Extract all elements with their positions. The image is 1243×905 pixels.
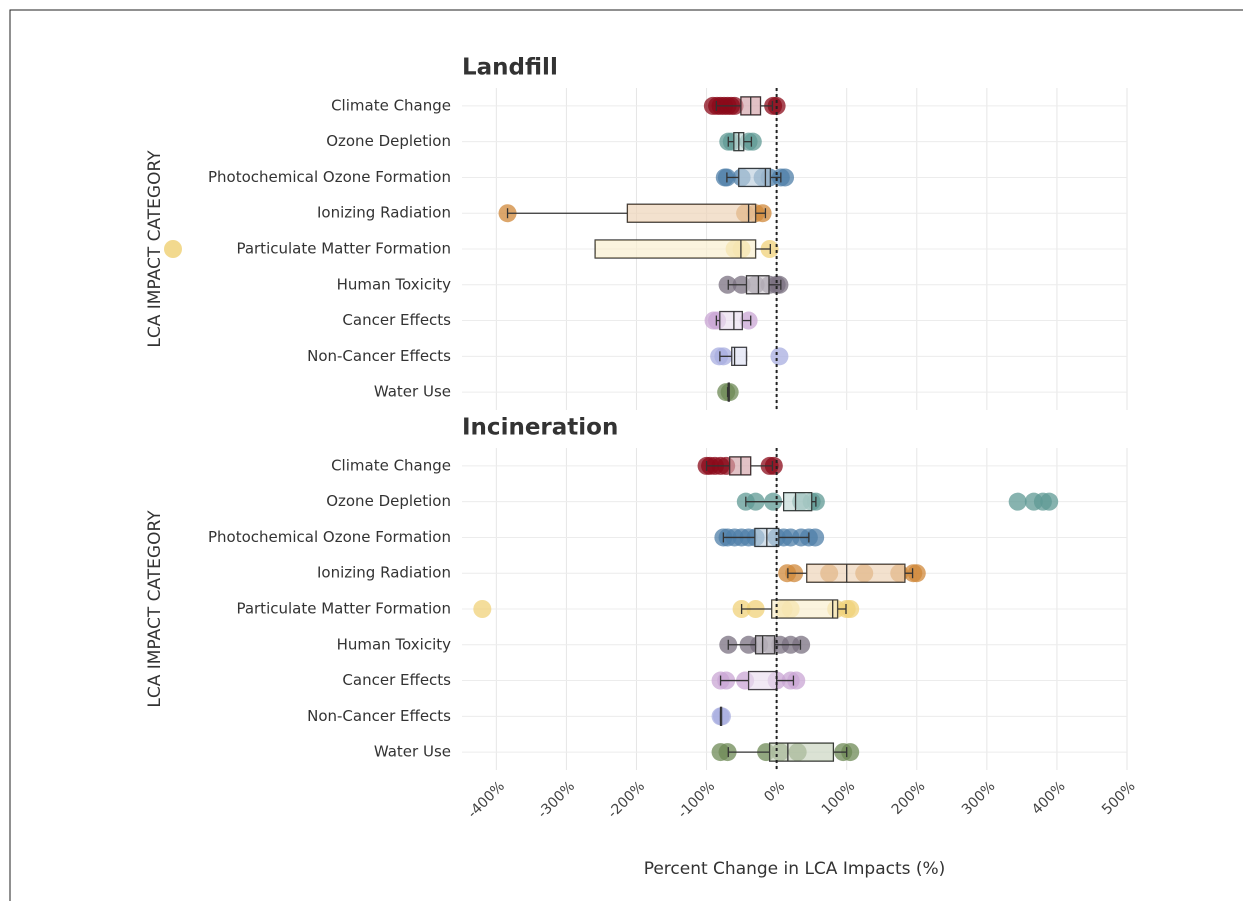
box-tint (769, 743, 834, 762)
box-tint (783, 492, 812, 511)
point (718, 743, 737, 762)
panel-title: Incineration (462, 415, 618, 441)
box-tint (729, 456, 751, 475)
box (754, 635, 776, 655)
point (743, 132, 762, 151)
x-tick-label: 400% (1029, 778, 1069, 818)
y-axis-label: LCA IMPACT CATEGORY (145, 510, 165, 708)
point (792, 635, 811, 654)
category-label: Non-Cancer Effects (307, 347, 451, 365)
point (1040, 492, 1059, 511)
box (806, 563, 906, 583)
x-tick-label: -200% (605, 778, 648, 821)
box-tint (738, 168, 771, 187)
category-label: Water Use (374, 383, 451, 401)
box-tint (748, 671, 777, 690)
x-tick-label: -400% (465, 778, 508, 821)
category-label: Cancer Effects (342, 311, 451, 329)
category-label: Particulate Matter Formation (236, 600, 451, 618)
point (770, 347, 789, 366)
box-tint (806, 564, 905, 583)
category-label: Particulate Matter Formation (236, 240, 451, 258)
x-axis-label: Percent Change in LCA Impacts (%) (644, 859, 946, 879)
category-label: Cancer Effects (342, 671, 451, 689)
x-tick-label: -100% (675, 778, 718, 821)
y-axis-label: LCA IMPACT CATEGORY (145, 150, 165, 348)
legend-key (164, 240, 182, 258)
box (729, 456, 752, 476)
box-tint (755, 635, 775, 654)
box-tint (595, 240, 756, 258)
category-label: Ozone Depletion (326, 492, 451, 510)
point (806, 528, 825, 547)
point (1008, 492, 1027, 511)
point (841, 743, 860, 762)
category-label: Ozone Depletion (326, 132, 451, 150)
category-label: Photochemical Ozone Formation (208, 168, 451, 186)
category-label: Water Use (374, 743, 451, 761)
category-label: Climate Change (331, 456, 451, 474)
point (764, 456, 783, 475)
box-tint (719, 311, 743, 330)
point (473, 600, 492, 618)
box (745, 275, 770, 295)
box (768, 742, 835, 762)
category-label: Ionizing Radiation (317, 204, 451, 222)
category-label: Human Toxicity (337, 635, 452, 653)
x-tick-label: 200% (889, 778, 929, 818)
box (594, 239, 757, 259)
category-label: Climate Change (331, 96, 451, 114)
box (782, 492, 813, 512)
box-tint (627, 204, 756, 223)
box-tint (746, 275, 769, 294)
x-tick-label: 500% (1099, 778, 1139, 818)
category-label: Ionizing Radiation (317, 564, 451, 582)
box (771, 599, 839, 619)
frame (9, 9, 1243, 905)
box (738, 167, 771, 188)
box (719, 310, 743, 331)
box (731, 346, 748, 366)
x-tick-label: -300% (535, 778, 578, 821)
x-tick-label: 100% (819, 778, 859, 818)
x-tick-label: 300% (959, 778, 999, 818)
category-label: Human Toxicity (337, 275, 452, 293)
category-label: Non-Cancer Effects (307, 707, 451, 725)
point (787, 671, 806, 690)
box (626, 203, 757, 223)
category-label: Photochemical Ozone Formation (208, 528, 451, 546)
point (718, 275, 737, 294)
panel-title: Landfill (462, 55, 558, 81)
box-tint (771, 600, 838, 618)
box-tint (731, 347, 747, 366)
x-tick-label: 0% (761, 778, 788, 805)
